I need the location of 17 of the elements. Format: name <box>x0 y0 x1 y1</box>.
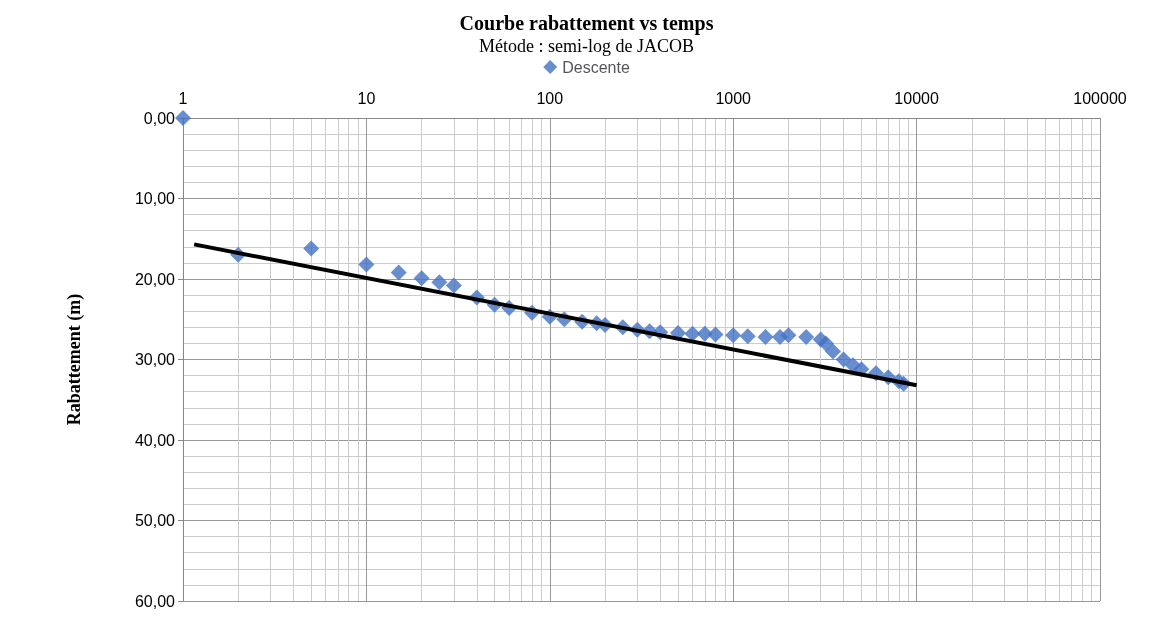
y-tick-label: 60,00 <box>134 592 176 610</box>
x-tick-label: 10000 <box>894 89 939 107</box>
y-tick-label: 40,00 <box>134 431 176 449</box>
y-tick-label: 20,00 <box>134 270 176 288</box>
legend-label: Descente <box>562 58 630 76</box>
y-tick-label: 30,00 <box>134 351 176 368</box>
y-tick-label: 0,00 <box>143 109 176 127</box>
x-tick-label: 100 <box>536 89 564 107</box>
x-tick-label: 1 <box>178 89 188 107</box>
chart-subtitle: Métode : semi-log de JACOB <box>479 36 694 56</box>
x-tick-label: 100000 <box>1073 89 1127 107</box>
x-tick-label: 1000 <box>715 89 752 107</box>
y-tick-label: 10,00 <box>134 190 176 207</box>
y-tick-label: 50,00 <box>134 512 176 529</box>
chart-title: Courbe rabattement vs temps <box>459 12 714 35</box>
x-tick-label: 10 <box>357 89 376 107</box>
y-axis-title: Rabattement (m) <box>64 293 85 426</box>
